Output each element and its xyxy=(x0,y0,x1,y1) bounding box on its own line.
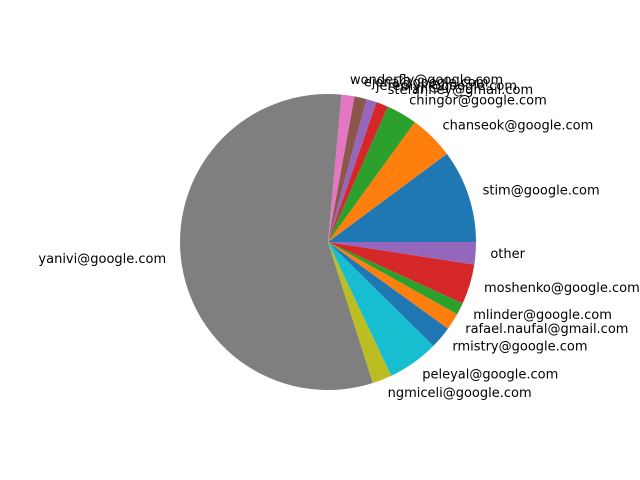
pie-slice-label-15: other xyxy=(490,247,525,262)
pie-slice-label-7: wonderfly@google.com xyxy=(350,73,503,88)
slices-layer xyxy=(180,94,476,391)
pie-slice-6 xyxy=(328,96,367,243)
labels-layer: stim@google.com chanseok@google.com chingo… xyxy=(38,73,639,401)
pie-slice-7 xyxy=(328,94,355,242)
pie-slice-14 xyxy=(328,242,475,304)
pie-slice-2 xyxy=(328,122,447,242)
pie-slice-label-1: stim@google.com xyxy=(483,183,600,198)
pie-slice-4 xyxy=(328,102,388,242)
pie-slice-9 xyxy=(328,242,392,384)
pie-slice-label-13: mlinder@google.com xyxy=(473,308,612,323)
pie-slice-15 xyxy=(328,242,476,265)
pie-slice-label-10: peleyal@google.com xyxy=(422,367,558,382)
pie-slice-3 xyxy=(328,106,415,242)
pie-slice-label-5: jeremyji@google.com xyxy=(375,79,517,94)
pie-slice-8 xyxy=(180,94,373,391)
pie-slice-label-2: chanseok@google.com xyxy=(442,119,593,134)
pie-slice-13 xyxy=(328,242,463,315)
pie-slice-11 xyxy=(328,242,449,346)
pie-slice-label-8: yanivi@google.com xyxy=(38,252,166,267)
pie-slice-label-14: moshenko@google.com xyxy=(484,281,640,296)
pie-slice-label-6: ejona@google.com xyxy=(364,76,489,91)
pie-slice-label-3: chingor@google.com xyxy=(409,93,547,108)
pie-slice-label-9: ngmiceli@google.com xyxy=(388,386,532,401)
pie-slice-label-4: stefanhey@gmail.com xyxy=(388,83,534,98)
pie-slice-5 xyxy=(328,99,377,242)
pie-slice-label-11: rmistry@google.com xyxy=(452,340,587,355)
pie-slice-12 xyxy=(328,242,458,329)
pie-slice-10 xyxy=(328,242,434,376)
pie-slice-label-12: rafael.naufal@gmail.com xyxy=(465,322,628,337)
pie-slice-1 xyxy=(328,153,476,242)
